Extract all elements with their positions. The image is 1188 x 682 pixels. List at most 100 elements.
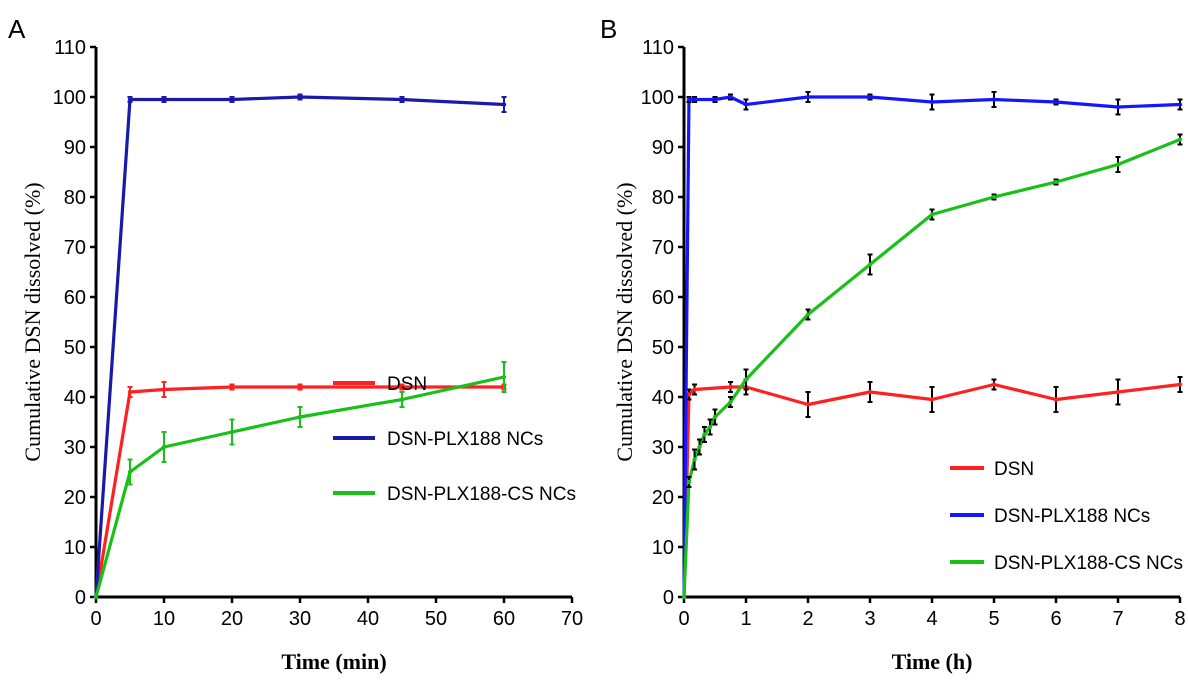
data-point xyxy=(681,594,687,600)
y-tick-label: 90 xyxy=(64,137,86,159)
x-tick-label: 10 xyxy=(153,608,175,630)
panel-a-chart: A 0 10 20 30 40 50 60 70 80 90 100 110 0 10 20 30 40 50 60 7… xyxy=(8,14,583,674)
x-tick-label: 8 xyxy=(1174,608,1185,630)
x-tick-label: 40 xyxy=(357,608,379,630)
x-tick-label: 0 xyxy=(678,608,689,630)
data-point xyxy=(805,402,811,407)
y-tick-label: 30 xyxy=(64,437,86,459)
y-tick-label: 110 xyxy=(54,37,86,59)
y-tick-label: 100 xyxy=(641,87,674,109)
data-point xyxy=(161,387,167,392)
data-point xyxy=(686,479,692,485)
legend-label: DSN xyxy=(994,459,1034,480)
y-tick-label: 50 xyxy=(64,337,86,359)
x-tick-label: 70 xyxy=(561,608,583,630)
x-tick-label: 3 xyxy=(864,608,875,630)
y-axis-title: Cumulative DSN dissolved (%) xyxy=(612,182,637,461)
legend: DSN DSN-PLX188 NCs DSN-PLX188-CS NCs xyxy=(333,374,576,505)
x-tick-label: 30 xyxy=(289,608,311,630)
series-dsn-plx188-ncs xyxy=(681,91,1183,600)
data-point xyxy=(867,94,873,100)
y-tick-label: 90 xyxy=(652,137,674,159)
y-tick-label: 0 xyxy=(663,587,674,609)
legend-item: DSN xyxy=(333,374,427,395)
data-point xyxy=(692,387,697,392)
series-dsn-plx188-ncs xyxy=(93,93,507,600)
x-tick-label: 50 xyxy=(425,608,447,630)
y-tick-label: 80 xyxy=(64,187,86,209)
panel-letter-b: B xyxy=(600,14,617,44)
series-line xyxy=(94,95,505,598)
data-point xyxy=(127,97,133,102)
x-tick-label: 7 xyxy=(1112,608,1123,630)
series-dsn-plx188-cs-ncs xyxy=(681,133,1183,600)
data-point xyxy=(1115,104,1121,110)
data-point xyxy=(501,102,507,107)
x-axis-title: Time (h) xyxy=(892,649,973,674)
data-point xyxy=(697,444,702,450)
legend-item: DSN-PLX188 NCs xyxy=(333,429,543,450)
x-axis-title: Time (min) xyxy=(281,649,386,674)
x-tick-label: 1 xyxy=(740,608,751,630)
data-point xyxy=(728,384,733,390)
data-point xyxy=(929,397,935,402)
data-point xyxy=(1177,137,1183,142)
y-tick-label: 70 xyxy=(652,237,674,259)
data-point xyxy=(728,94,733,100)
data-point xyxy=(127,469,133,475)
x-tick-label: 2 xyxy=(802,608,813,630)
data-point xyxy=(1177,382,1183,387)
legend: DSN DSN-PLX188 NCs DSN-PLX188-CS NCs xyxy=(950,459,1183,574)
y-tick-label: 20 xyxy=(652,487,674,509)
data-point xyxy=(297,414,303,420)
x-tick-label: 6 xyxy=(1050,608,1061,630)
data-point xyxy=(686,392,692,397)
data-point xyxy=(229,429,235,435)
legend-label: DSN-PLX188-CS NCs xyxy=(387,484,576,505)
y-tick-label: 100 xyxy=(53,87,86,109)
legend-item: DSN-PLX188-CS NCs xyxy=(333,484,576,505)
data-point xyxy=(743,377,749,382)
data-point xyxy=(867,389,873,395)
data-point xyxy=(805,94,811,100)
series-line xyxy=(682,138,1181,598)
y-tick-label: 10 xyxy=(652,537,674,559)
x-tick-label: 60 xyxy=(493,608,515,630)
data-point xyxy=(399,397,405,402)
x-tick-label: 0 xyxy=(90,608,101,630)
data-point xyxy=(728,399,733,405)
data-point xyxy=(161,97,167,102)
data-point xyxy=(1115,389,1121,395)
legend-label: DSN xyxy=(387,374,427,395)
x-tick-label: 20 xyxy=(221,608,243,630)
legend-label: DSN-PLX188 NCs xyxy=(994,506,1150,527)
y-tick-label: 60 xyxy=(64,287,86,309)
y-tick-label: 20 xyxy=(64,487,86,509)
data-point xyxy=(692,457,697,462)
data-point xyxy=(712,97,718,102)
data-point xyxy=(297,384,303,390)
y-tick-label: 50 xyxy=(652,337,674,359)
data-point xyxy=(867,262,873,267)
data-point xyxy=(1053,99,1059,105)
data-point xyxy=(929,212,935,217)
legend-item: DSN xyxy=(950,459,1034,480)
data-point xyxy=(991,382,997,387)
data-point xyxy=(229,97,235,102)
y-tick-label: 60 xyxy=(652,287,674,309)
data-point xyxy=(1053,397,1059,402)
data-point xyxy=(501,374,507,380)
data-point xyxy=(399,384,405,390)
data-point xyxy=(1053,179,1059,185)
legend-label: DSN-PLX188-CS NCs xyxy=(994,553,1183,574)
data-point xyxy=(991,97,997,102)
y-tick-label: 40 xyxy=(64,387,86,409)
data-point xyxy=(743,102,749,107)
y-axis-title: Cumulative DSN dissolved (%) xyxy=(20,182,45,461)
data-point xyxy=(127,389,133,395)
data-point xyxy=(686,97,692,102)
panel-letter-a: A xyxy=(8,14,26,44)
data-point xyxy=(805,312,811,317)
y-tick-label: 0 xyxy=(75,587,86,609)
